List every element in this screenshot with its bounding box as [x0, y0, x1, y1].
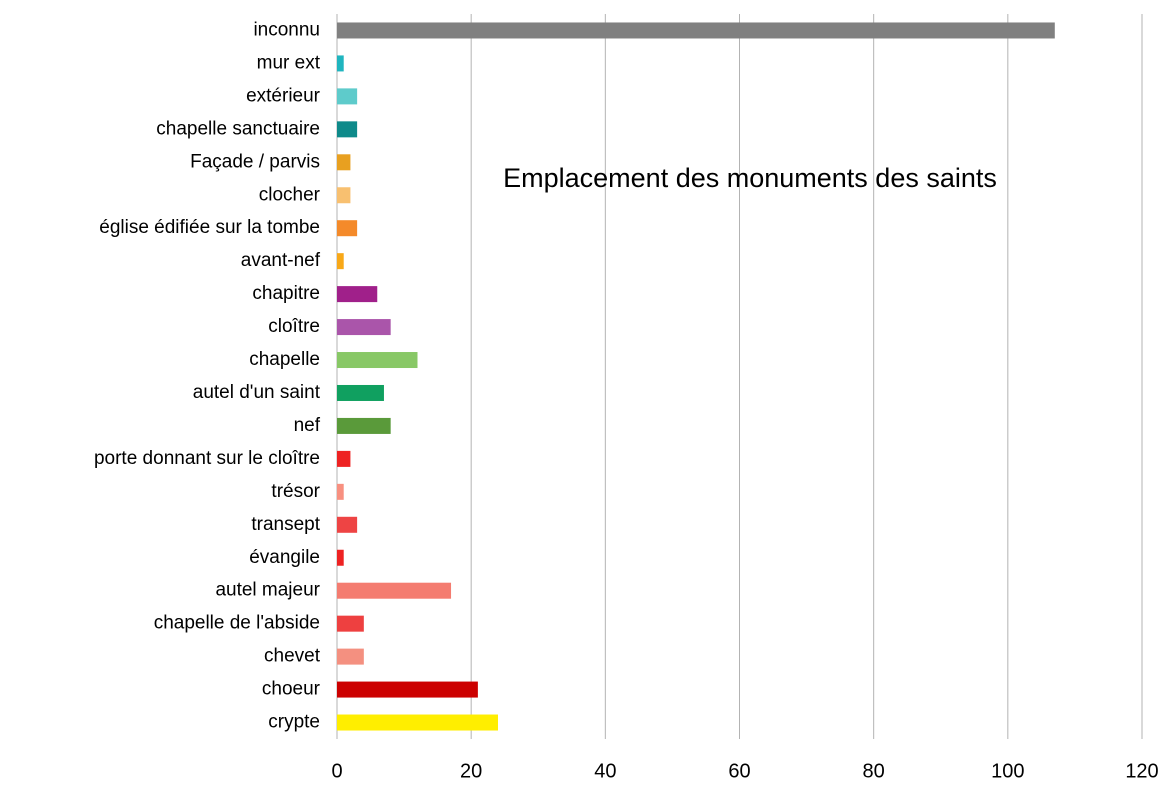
- x-tick-label: 60: [728, 760, 750, 782]
- bar: [337, 648, 364, 665]
- bar: [337, 220, 358, 237]
- y-tick-label: inconnu: [253, 19, 320, 40]
- y-tick-label: autel d'un saint: [193, 382, 321, 403]
- bar: [337, 516, 358, 533]
- y-tick-label: autel majeur: [215, 580, 320, 601]
- y-tick-label: avant-nef: [241, 250, 321, 271]
- y-tick-label: choeur: [262, 679, 321, 700]
- bar: [337, 253, 344, 270]
- y-tick-label: crypte: [268, 712, 320, 733]
- bar: [337, 121, 358, 138]
- y-tick-label: chapelle sanctuaire: [156, 118, 320, 139]
- y-tick-label: nef: [294, 415, 321, 436]
- bar: [337, 450, 351, 467]
- x-tick-label: 80: [863, 760, 885, 782]
- bar: [337, 88, 358, 105]
- y-tick-label: mur ext: [257, 52, 321, 73]
- y-tick-label: chapelle: [249, 349, 320, 370]
- y-tick-label: chapitre: [252, 283, 320, 304]
- bar: [337, 286, 378, 303]
- chart-title: Emplacement des monuments des saints: [503, 163, 997, 193]
- y-tick-label: évangile: [249, 547, 320, 568]
- y-tick-label: Façade / parvis: [190, 151, 320, 172]
- y-tick-label: transept: [251, 514, 320, 535]
- bar: [337, 384, 384, 401]
- x-tick-label: 20: [460, 760, 482, 782]
- bar: [337, 187, 351, 204]
- bar: [337, 22, 1055, 39]
- x-tick-label: 120: [1125, 760, 1158, 782]
- y-tick-label: chevet: [264, 646, 321, 667]
- bar: [337, 714, 498, 731]
- bar: [337, 549, 344, 566]
- bar: [337, 615, 364, 632]
- bar: [337, 352, 418, 369]
- bar: [337, 417, 391, 434]
- bar: [337, 55, 344, 72]
- x-tick-label: 40: [594, 760, 616, 782]
- bar: [337, 681, 478, 698]
- y-tick-label: chapelle de l'abside: [154, 613, 320, 634]
- bar: [337, 582, 452, 599]
- bar: [337, 319, 391, 336]
- y-tick-label: clocher: [259, 184, 321, 205]
- y-tick-label: extérieur: [246, 85, 321, 106]
- y-tick-label: cloître: [268, 316, 320, 337]
- bar: [337, 154, 351, 171]
- y-tick-label: trésor: [271, 481, 320, 502]
- y-tick-label: porte donnant sur le cloître: [94, 448, 320, 469]
- bar: [337, 483, 344, 500]
- x-tick-label: 0: [331, 760, 342, 782]
- y-tick-label: église édifiée sur la tombe: [99, 217, 320, 238]
- x-tick-label: 100: [991, 760, 1024, 782]
